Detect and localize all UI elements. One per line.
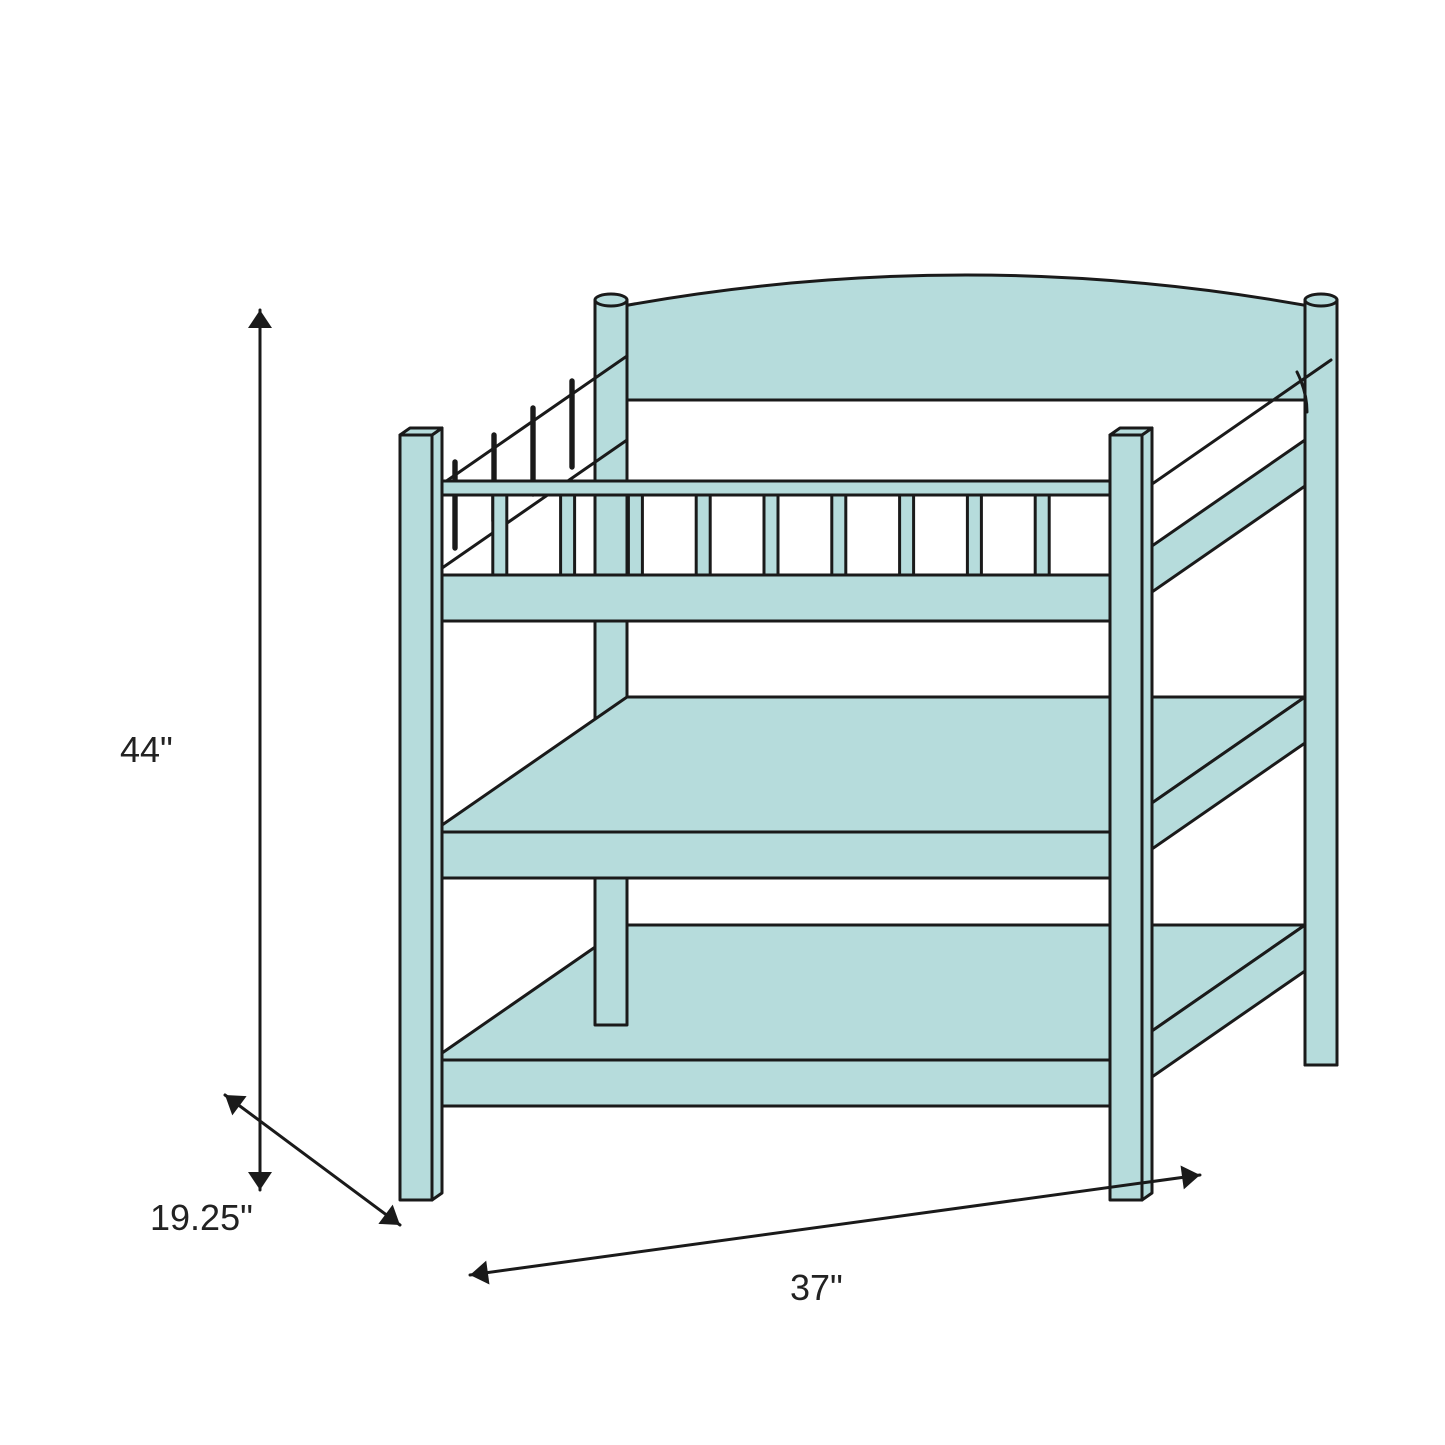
dimension-width-label: 37" [790,1267,843,1308]
changing-table-illustration [400,275,1337,1200]
dimension-height-label: 44" [120,729,173,770]
dimension-depth-label: 19.25" [150,1197,253,1238]
